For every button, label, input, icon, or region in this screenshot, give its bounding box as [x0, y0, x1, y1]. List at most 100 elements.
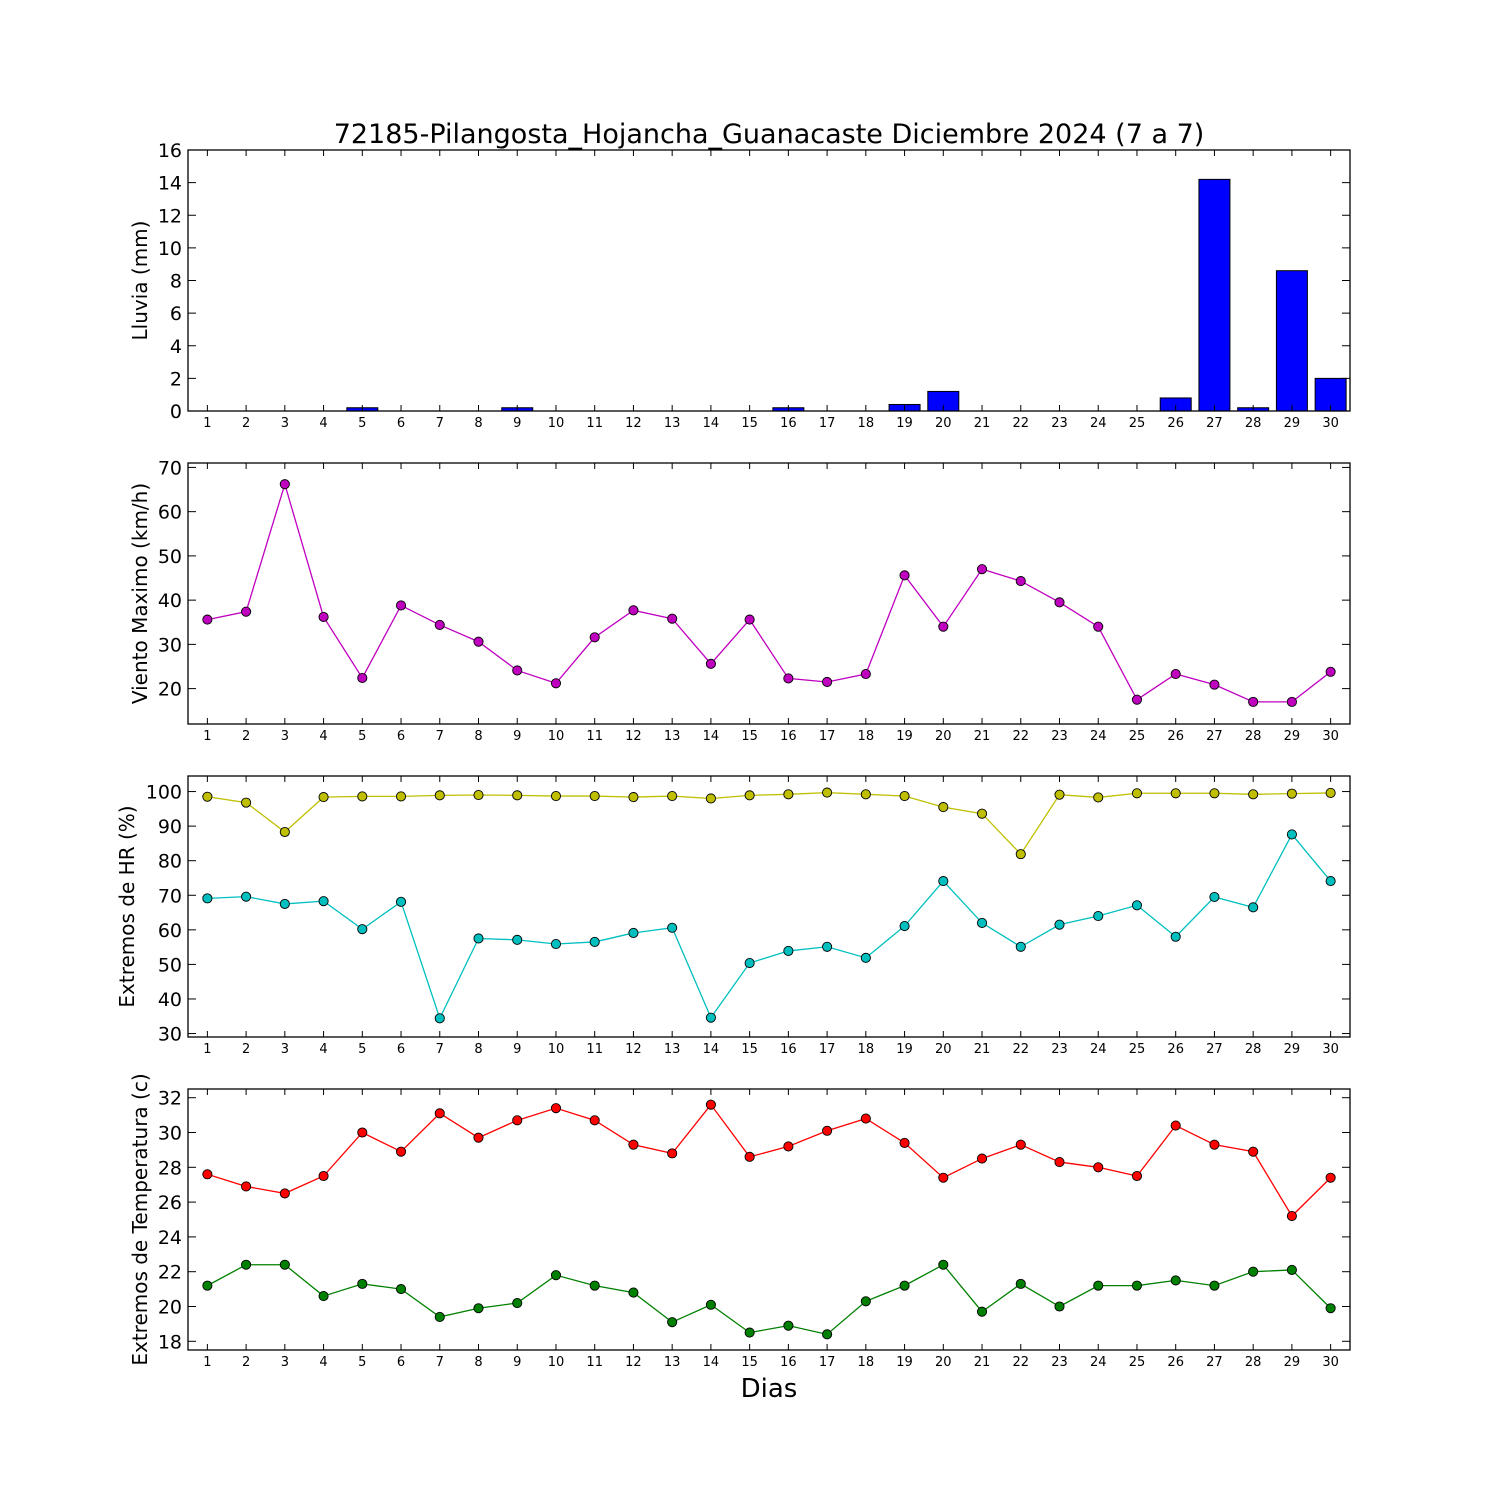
y-tick-label: 18	[158, 1331, 182, 1353]
x-tick-label: 10	[548, 1042, 565, 1057]
plot-frame	[187, 462, 1351, 725]
series-1-point-2	[241, 1181, 252, 1192]
series-2-point-28	[1248, 1266, 1259, 1277]
x-tick-label: 10	[548, 416, 565, 431]
series-2-point-15	[744, 1327, 755, 1338]
series-1-point-2	[241, 797, 252, 808]
series-line-1	[207, 481, 1332, 703]
series-1-point-21	[976, 1153, 988, 1164]
x-tick-label: 2	[242, 1042, 250, 1057]
series-2-point-3	[279, 1259, 290, 1270]
x-tick-label: 4	[319, 729, 327, 744]
x-tick-label: 12	[625, 729, 642, 744]
y-tick-label: 24	[158, 1227, 182, 1249]
x-tick-label: 13	[664, 1042, 681, 1057]
series-2-point-22	[1015, 1278, 1026, 1289]
series-2-point-11	[589, 1280, 600, 1291]
series-1-point-21	[976, 564, 988, 575]
plot-area	[188, 776, 1350, 1037]
x-tick-label: 16	[780, 1355, 797, 1370]
series-1-point-2	[241, 606, 252, 617]
x-tick-label: 10	[548, 729, 565, 744]
x-tick-label: 4	[319, 1042, 327, 1057]
series-2-point-1	[202, 1280, 213, 1291]
series-1-point-14	[705, 1099, 716, 1110]
y-axis-label: Extremos de HR (%)	[115, 805, 139, 1007]
series-1-point-15	[744, 614, 755, 625]
x-tick-label: 22	[1012, 1042, 1029, 1057]
x-tick-label: 7	[436, 416, 444, 431]
x-tick-label: 8	[474, 1042, 482, 1057]
x-tick-label: 18	[858, 1042, 875, 1057]
series-2-point-13	[667, 1317, 678, 1328]
x-tick-label: 25	[1129, 729, 1146, 744]
x-tick-label: 27	[1206, 1042, 1223, 1057]
series-1-point-13	[667, 613, 678, 624]
series-2-point-2	[241, 1259, 252, 1270]
series-2-point-26	[1170, 931, 1181, 942]
series-1-point-19	[899, 570, 910, 581]
x-tick-label: 26	[1167, 416, 1184, 431]
series-1-point-22	[1015, 576, 1026, 587]
series-1-point-20	[938, 621, 949, 632]
y-tick-label: 4	[170, 336, 182, 358]
series-2-point-25	[1131, 1280, 1143, 1291]
series-1-point-24	[1093, 621, 1104, 632]
series-1-point-29	[1286, 788, 1297, 799]
series-1-point-8	[473, 789, 484, 801]
x-tick-label: 27	[1206, 416, 1223, 431]
x-tick-label: 28	[1245, 729, 1262, 744]
x-tick-label: 30	[1322, 1355, 1339, 1370]
series-1-point-19	[899, 791, 910, 802]
series-1-point-7	[434, 790, 445, 801]
x-tick-label: 30	[1322, 416, 1339, 431]
series-1-point-16	[783, 789, 794, 800]
x-tick-label: 15	[741, 729, 758, 744]
series-2-point-21	[976, 917, 988, 928]
x-tick-label: 8	[474, 416, 482, 431]
x-tick-label: 23	[1051, 729, 1068, 744]
x-tick-label: 25	[1129, 1042, 1146, 1057]
series-1-point-27	[1209, 679, 1220, 690]
y-tick-label: 20	[158, 679, 182, 701]
x-tick-label: 20	[935, 729, 952, 744]
series-1-point-6	[395, 791, 407, 802]
x-tick-label: 26	[1167, 1042, 1184, 1057]
x-tick-label: 6	[397, 1355, 405, 1370]
x-tick-label: 6	[397, 416, 405, 431]
x-tick-label: 29	[1284, 1355, 1301, 1370]
series-1-point-9	[512, 665, 523, 676]
series-1-point-6	[395, 600, 407, 611]
series-2-point-23	[1054, 1301, 1065, 1312]
series-1-point-28	[1248, 789, 1259, 800]
x-tick-label: 2	[242, 729, 250, 744]
series-1-point-4	[318, 1170, 329, 1182]
y-tick-label: 22	[158, 1262, 182, 1284]
series-2-point-17	[822, 1329, 833, 1340]
y-axis-label: Viento Maximo (km/h)	[128, 483, 152, 704]
series-1-point-5	[357, 791, 368, 802]
x-tick-label: 21	[974, 1042, 991, 1057]
x-tick-label: 1	[203, 1042, 211, 1057]
y-tick-label: 8	[170, 271, 182, 293]
x-tick-label: 22	[1012, 729, 1029, 744]
series-2-point-29	[1286, 829, 1297, 840]
x-tick-label: 29	[1284, 729, 1301, 744]
x-tick-label: 29	[1284, 1042, 1301, 1057]
series-1-point-21	[976, 808, 988, 819]
x-tick-label: 9	[513, 729, 521, 744]
x-tick-label: 6	[397, 729, 405, 744]
x-tick-label: 18	[858, 1355, 875, 1370]
series-2-point-22	[1015, 941, 1026, 952]
series-1-point-28	[1248, 696, 1259, 707]
series-2-point-4	[318, 1291, 329, 1302]
y-tick-label: 30	[158, 1024, 182, 1046]
y-axis-label: Extremos de Temperatura (c)	[128, 1073, 152, 1365]
series-1-point-18	[860, 789, 871, 800]
x-tick-label: 7	[436, 1355, 444, 1370]
series-1-point-18	[860, 668, 871, 680]
series-1-point-6	[395, 1146, 407, 1157]
